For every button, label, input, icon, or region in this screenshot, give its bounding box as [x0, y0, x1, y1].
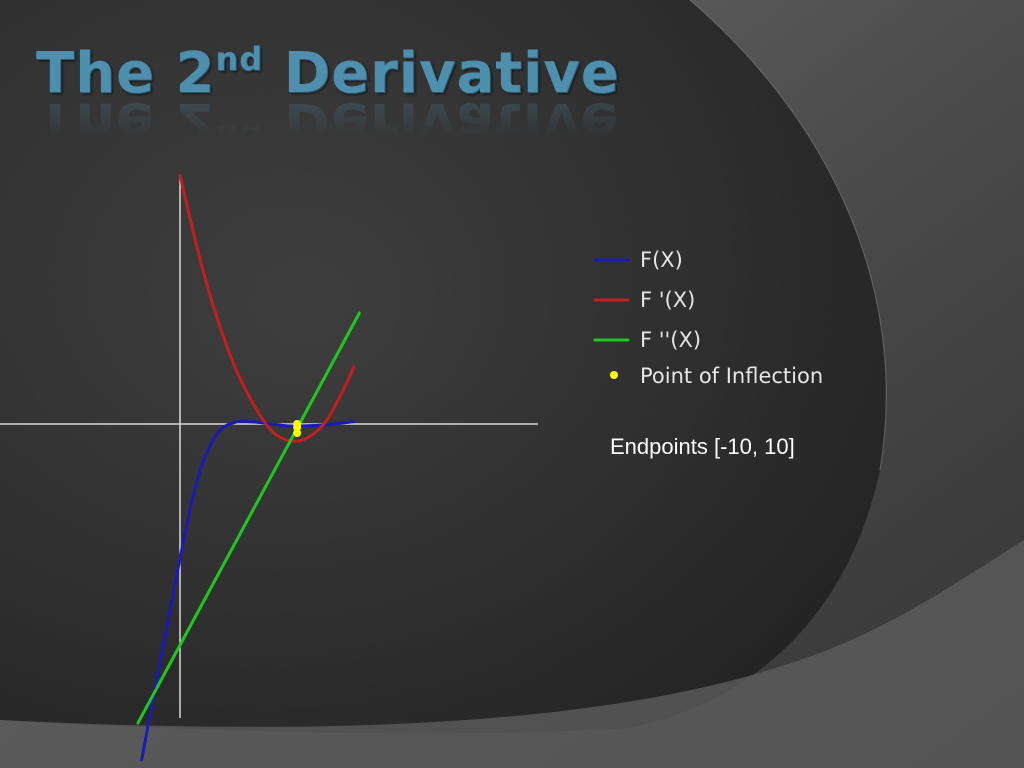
background-arc-edge — [689, 0, 887, 471]
series-line-2 — [178, 173, 356, 443]
title-superscript: nd — [215, 40, 264, 78]
endpoints-caption: Endpoints [-10, 10] — [610, 434, 795, 459]
slide-title: The 2nd Derivative — [36, 40, 620, 106]
legend-swatch-inflection — [610, 371, 618, 379]
background-arc — [0, 0, 887, 734]
legend-item-inflection: Point of Inflection — [610, 364, 823, 388]
title-rest: Derivative — [263, 41, 620, 106]
legend-item-f-prime: F '(X) — [593, 288, 695, 312]
legend-item-f-double-prime: F ''(X) — [593, 328, 701, 352]
legend-item-f: F(X) — [593, 248, 683, 272]
legend-label-f-double-prime: F ''(X) — [640, 328, 701, 352]
legend-label-f-prime: F '(X) — [640, 288, 695, 312]
series-line-3 — [136, 311, 361, 725]
legend-label-inflection: Point of Inflection — [640, 364, 823, 388]
legend-label-f: F(X) — [640, 248, 683, 272]
background-wave — [0, 540, 1024, 768]
inflection-point-2 — [293, 423, 302, 432]
series-layer — [136, 173, 361, 762]
axes — [0, 176, 538, 718]
inflection-point-3 — [293, 429, 302, 438]
title-block: The 2nd Derivative The 2nd Derivative — [36, 40, 656, 160]
series-line-1 — [140, 419, 356, 762]
title-main: The 2 — [36, 41, 216, 106]
legend: F(X) F '(X) F ''(X) Point of Inflection — [593, 248, 823, 388]
